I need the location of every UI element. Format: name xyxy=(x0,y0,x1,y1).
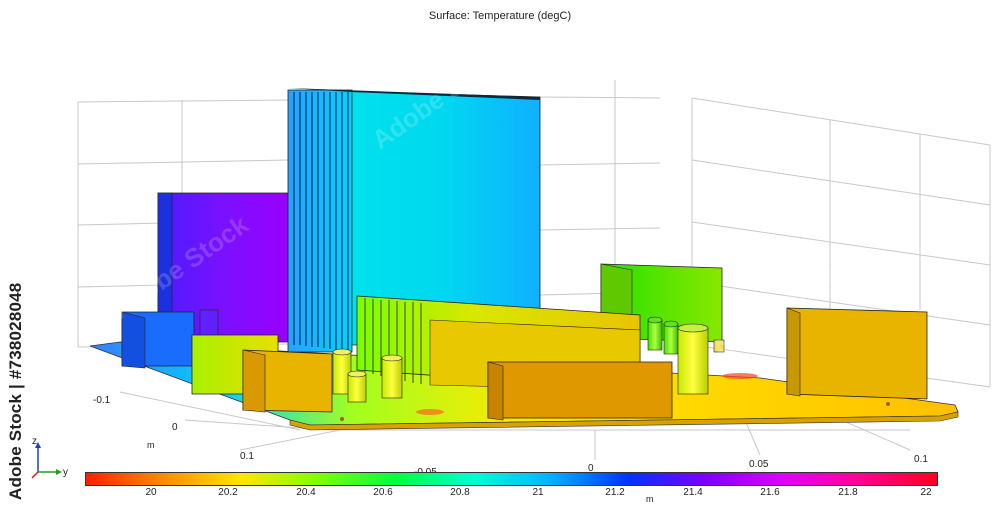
y-tick-label: 0 xyxy=(172,422,178,433)
axis-unit-label: m xyxy=(147,440,155,450)
axis-triad: z y xyxy=(31,436,68,479)
small-cube[interactable] xyxy=(121,309,219,369)
colorbar-tick: 20.8 xyxy=(450,487,470,498)
tall-block[interactable] xyxy=(157,192,291,343)
heat-sink-large[interactable] xyxy=(287,88,541,353)
colorbar-tick: 21 xyxy=(532,487,544,498)
colorbar-tick: 21.6 xyxy=(760,487,780,498)
x-tick-label: 0.05 xyxy=(749,459,769,470)
front-box-right[interactable] xyxy=(487,361,673,421)
y-tick-label: -0.1 xyxy=(93,395,111,406)
capacitors-back[interactable] xyxy=(647,316,725,355)
capacitors-front[interactable] xyxy=(332,348,403,403)
colorbar-tick: 21.2 xyxy=(605,487,625,498)
colorbar-unit-label: m xyxy=(646,494,654,504)
triad-y-label: y xyxy=(63,467,68,478)
triad-z-label: z xyxy=(32,436,37,447)
plot-title: Surface: Temperature (degC) xyxy=(428,10,572,22)
colorbar-tick: 20.6 xyxy=(373,487,393,498)
front-left-box[interactable] xyxy=(242,349,333,413)
x-axis-arrow xyxy=(31,471,39,479)
temperature-colorbar xyxy=(85,472,938,486)
colorbar-tick: 22 xyxy=(920,487,932,498)
capacitor-front[interactable] xyxy=(677,323,709,395)
colorbar-tick: 21.4 xyxy=(683,487,703,498)
x-tick-label: 0 xyxy=(588,463,594,474)
right-box[interactable] xyxy=(786,307,928,400)
colorbar-tick: 20 xyxy=(145,487,157,498)
y-tick-label: 0.1 xyxy=(240,451,254,462)
colorbar-tick: 20.2 xyxy=(218,487,238,498)
colorbar-tick: 21.8 xyxy=(838,487,858,498)
x-tick-label: 0.1 xyxy=(914,454,928,465)
colorbar-tick: 20.4 xyxy=(296,487,316,498)
